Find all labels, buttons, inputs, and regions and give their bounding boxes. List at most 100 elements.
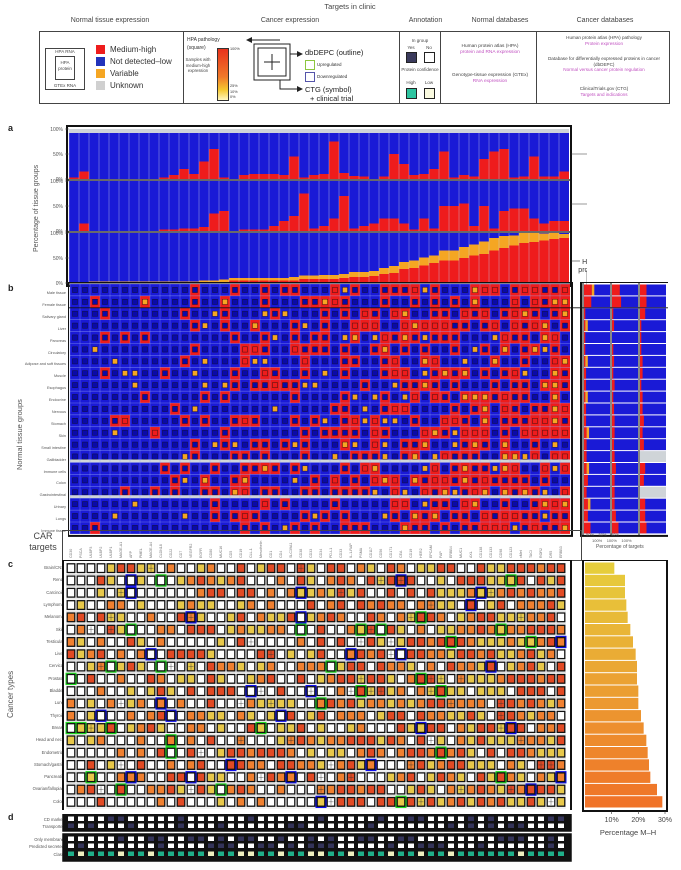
protein-core xyxy=(412,370,418,377)
bar-medium-high xyxy=(349,228,359,231)
protein-core xyxy=(232,322,238,329)
side-bar-bg xyxy=(584,498,610,510)
protein-core xyxy=(222,489,228,496)
pathology-square xyxy=(306,612,316,623)
protein-core xyxy=(122,513,128,519)
protein-core xyxy=(502,465,508,472)
pathology-square xyxy=(376,649,386,660)
unknown-gtex xyxy=(530,459,540,463)
protein-core xyxy=(272,477,278,484)
pathology-square xyxy=(416,723,426,734)
confidence-low-swatch xyxy=(424,88,435,99)
high-label: High xyxy=(406,80,416,85)
pathology-square xyxy=(106,575,116,586)
pathology-square xyxy=(106,636,116,647)
pathology-square xyxy=(556,673,566,684)
protein-core xyxy=(362,418,368,424)
bar-medium-high xyxy=(199,161,209,179)
pathology-square xyxy=(236,772,246,783)
protein-core xyxy=(472,489,478,496)
protein-core xyxy=(402,394,408,400)
protein-core xyxy=(182,429,188,436)
protein-core xyxy=(332,501,338,507)
protein-core xyxy=(402,465,408,472)
protein-core xyxy=(322,513,328,519)
protein-core xyxy=(232,358,238,365)
car-target-label: ULBP3 xyxy=(88,546,93,558)
side-bar-bg xyxy=(612,296,638,308)
protein-core xyxy=(482,382,488,388)
side-bar-medium-high xyxy=(612,367,614,379)
pathology-square xyxy=(386,673,396,684)
pathology-square xyxy=(116,723,126,734)
side-bar-bg xyxy=(584,474,610,486)
tissue-label: Adipose and soft tissues xyxy=(24,362,66,367)
pathology-square xyxy=(96,735,106,746)
protein-core xyxy=(542,370,548,377)
pathology-square xyxy=(316,636,326,647)
protein-core xyxy=(242,429,248,436)
protein-core xyxy=(392,418,398,424)
protein-core xyxy=(462,513,468,519)
pathology-square xyxy=(526,636,536,647)
protein-core xyxy=(492,299,498,305)
bar-medium-high xyxy=(489,151,499,179)
pathology-square xyxy=(506,600,516,611)
protein-core xyxy=(292,489,298,496)
pathology-square xyxy=(306,600,316,611)
protein-core xyxy=(142,406,148,412)
pathology-square xyxy=(246,612,256,623)
protein-core xyxy=(102,394,108,400)
protein-core xyxy=(272,334,278,341)
protein-core xyxy=(142,453,148,460)
protein-core xyxy=(412,299,418,305)
unknown-gtex xyxy=(210,495,220,499)
side-bar-bg xyxy=(612,451,638,462)
side-bar-medium-high xyxy=(640,284,647,296)
pathology-square xyxy=(156,698,166,709)
protein-core xyxy=(252,358,258,365)
protein-core xyxy=(72,358,78,365)
protein-core xyxy=(542,489,548,496)
protein-core xyxy=(442,394,448,400)
pathology-square xyxy=(466,612,476,623)
bar-medium-high xyxy=(169,175,179,179)
pathology-square xyxy=(396,636,406,647)
low-label: Low xyxy=(424,80,434,85)
bar-medium-high xyxy=(259,174,269,179)
pathology-square xyxy=(416,600,426,611)
pathology-square xyxy=(156,600,166,611)
pathology-square xyxy=(146,649,156,660)
protein-core xyxy=(352,322,358,329)
pathology-square xyxy=(356,649,366,660)
pathology-square xyxy=(256,661,266,672)
pathology-square xyxy=(306,698,316,709)
protein-core xyxy=(182,465,188,472)
pathology-square xyxy=(366,575,376,586)
pathology-square xyxy=(286,759,296,770)
protein-core xyxy=(192,418,198,424)
protein-core xyxy=(122,358,128,365)
protein-core xyxy=(422,346,428,353)
protein-core xyxy=(342,370,348,377)
pathology-square xyxy=(216,710,226,721)
protein-core xyxy=(422,441,428,448)
pathology-square xyxy=(206,661,216,672)
protein-core xyxy=(462,370,468,377)
protein-core xyxy=(112,453,118,460)
pathology-square xyxy=(216,723,226,734)
protein-core xyxy=(142,299,148,305)
side-bar-bg xyxy=(640,296,666,308)
car-target-label: PMEL xyxy=(138,548,143,558)
protein-core xyxy=(242,287,248,293)
protein-core xyxy=(252,334,258,341)
pathology-square xyxy=(96,563,106,574)
side-bar-variable xyxy=(586,427,590,439)
protein-core xyxy=(522,287,528,293)
pathology-square xyxy=(136,636,146,647)
pathology-square xyxy=(396,649,406,660)
protein-core xyxy=(362,346,368,353)
protein-core xyxy=(552,346,558,353)
protein-core xyxy=(312,429,318,436)
car-target-label: CD19 xyxy=(238,548,243,558)
